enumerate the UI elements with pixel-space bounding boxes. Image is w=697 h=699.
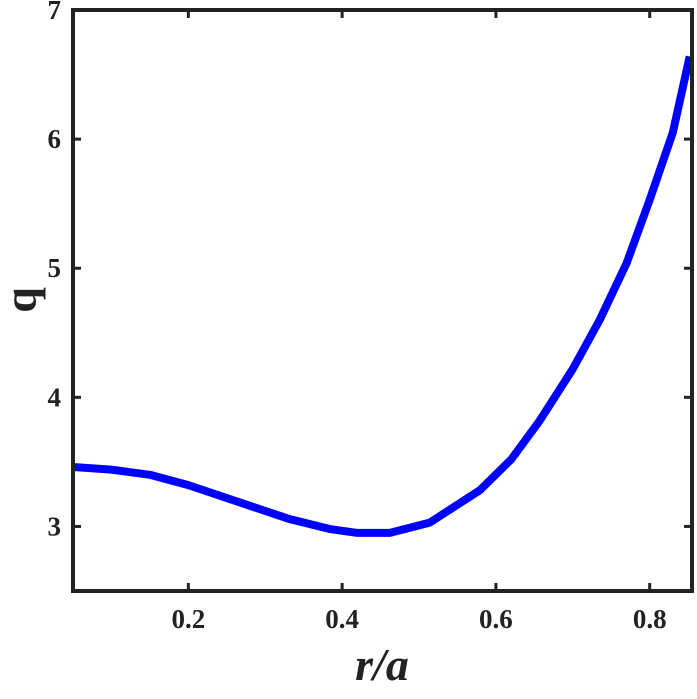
y-axis-label: q bbox=[0, 287, 46, 313]
x-tick-label: 0.2 bbox=[171, 604, 205, 634]
x-tick-label: 0.4 bbox=[325, 604, 359, 634]
y-tick-label: 6 bbox=[48, 124, 62, 154]
x-tick-label: 0.6 bbox=[479, 604, 513, 634]
y-tick-label: 3 bbox=[48, 511, 62, 541]
plot-frame bbox=[71, 8, 694, 593]
x-axis-label: r/a bbox=[355, 639, 409, 690]
data-line bbox=[73, 55, 692, 537]
y-tick-label: 4 bbox=[48, 382, 62, 412]
y-tick-label: 7 bbox=[48, 0, 62, 25]
x-tick-label: 0.8 bbox=[633, 604, 667, 634]
y-tick-label: 5 bbox=[48, 253, 62, 283]
